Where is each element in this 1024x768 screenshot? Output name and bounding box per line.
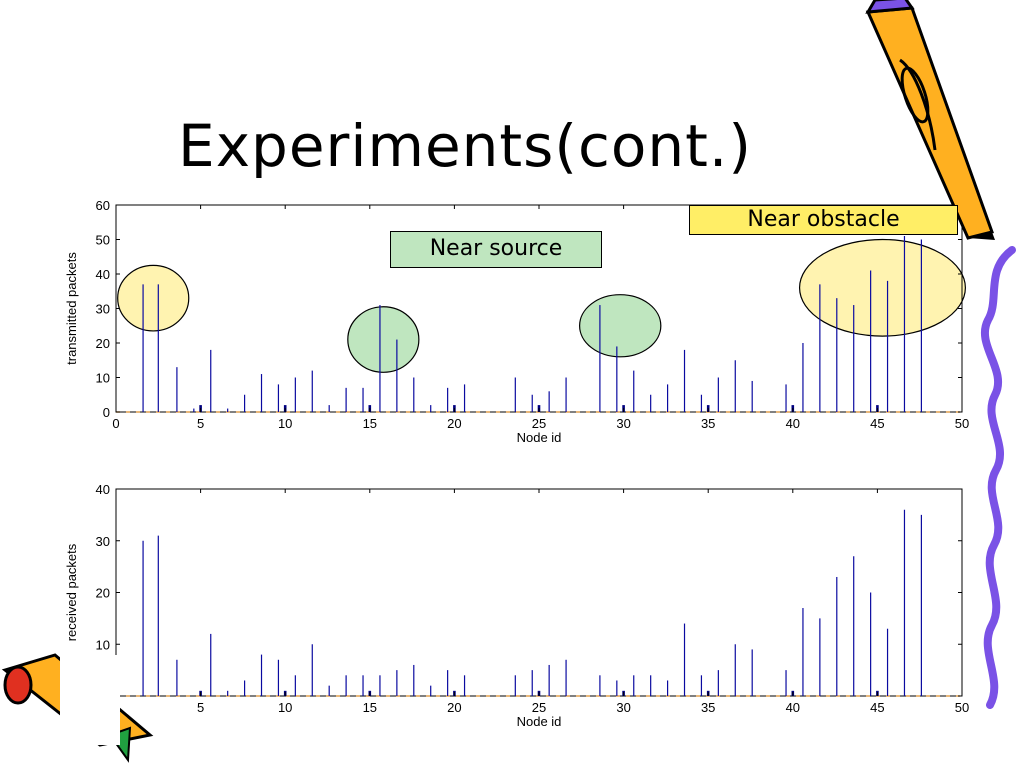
x-tick-label: 30 [616,700,630,715]
highlight-ellipse-3 [798,238,966,337]
x-tick-label: 45 [870,416,884,431]
y-tick-label: 50 [96,233,110,248]
x-tick-label: 5 [197,700,204,715]
y-tick-label: 30 [96,302,110,317]
x-tick-label: 15 [363,700,377,715]
plot-frame [115,488,963,697]
x-tick-label: 40 [786,700,800,715]
highlight-ellipse-2 [579,294,662,358]
highlight-ellipse-1 [347,306,420,373]
x-axis-label: Node id [517,430,562,445]
y-tick-label: 10 [96,637,110,652]
chart-transmitted: 0 5 10 15 20 25 30 35 40 45 50 0 10 20 30 40 50 60 Node id… [64,198,969,445]
x-tick-label: 20 [447,700,461,715]
x-tick-label: 10 [278,700,292,715]
x-tick-label: 30 [616,416,630,431]
x-tick-label: 40 [786,416,800,431]
x-tick-label: 15 [363,416,377,431]
pencil-mask [60,655,120,745]
x-tick-label: 35 [701,416,715,431]
squiggle-decoration [980,246,1016,709]
x-tick-label: 50 [955,700,969,715]
y-tick-label: 20 [96,336,110,351]
x-tick-label: 0 [112,416,119,431]
y-tick-label: 60 [96,198,110,213]
x-tick-label: 5 [197,416,204,431]
x-tick-label: 10 [278,416,292,431]
y-tick-label: 40 [96,267,110,282]
y-axis-label: received packets [64,543,79,641]
slide-title: Experiments(cont.) [178,112,752,180]
y-tick-label: 20 [96,586,110,601]
y-axis-label: transmitted packets [64,252,79,365]
y-tick-label: 40 [96,482,110,497]
y-tick-label: 10 [96,371,110,386]
x-tick-label: 25 [532,416,546,431]
x-tick-label: 50 [955,416,969,431]
x-axis-label: Node id [517,714,562,729]
x-tick-label: 45 [870,700,884,715]
chart-received: 05101520253035404550010203040Node idrece… [64,482,969,729]
x-tick-label: 35 [701,700,715,715]
highlight-ellipse-0 [117,264,190,332]
y-tick-label: 0 [103,405,110,420]
pencil-icon [865,0,995,240]
x-tick-label: 25 [532,700,546,715]
near-source-callout: Near source [390,231,602,268]
near-obstacle-callout: Near obstacle [689,205,958,235]
y-tick-label: 30 [96,534,110,549]
x-tick-label: 20 [447,416,461,431]
